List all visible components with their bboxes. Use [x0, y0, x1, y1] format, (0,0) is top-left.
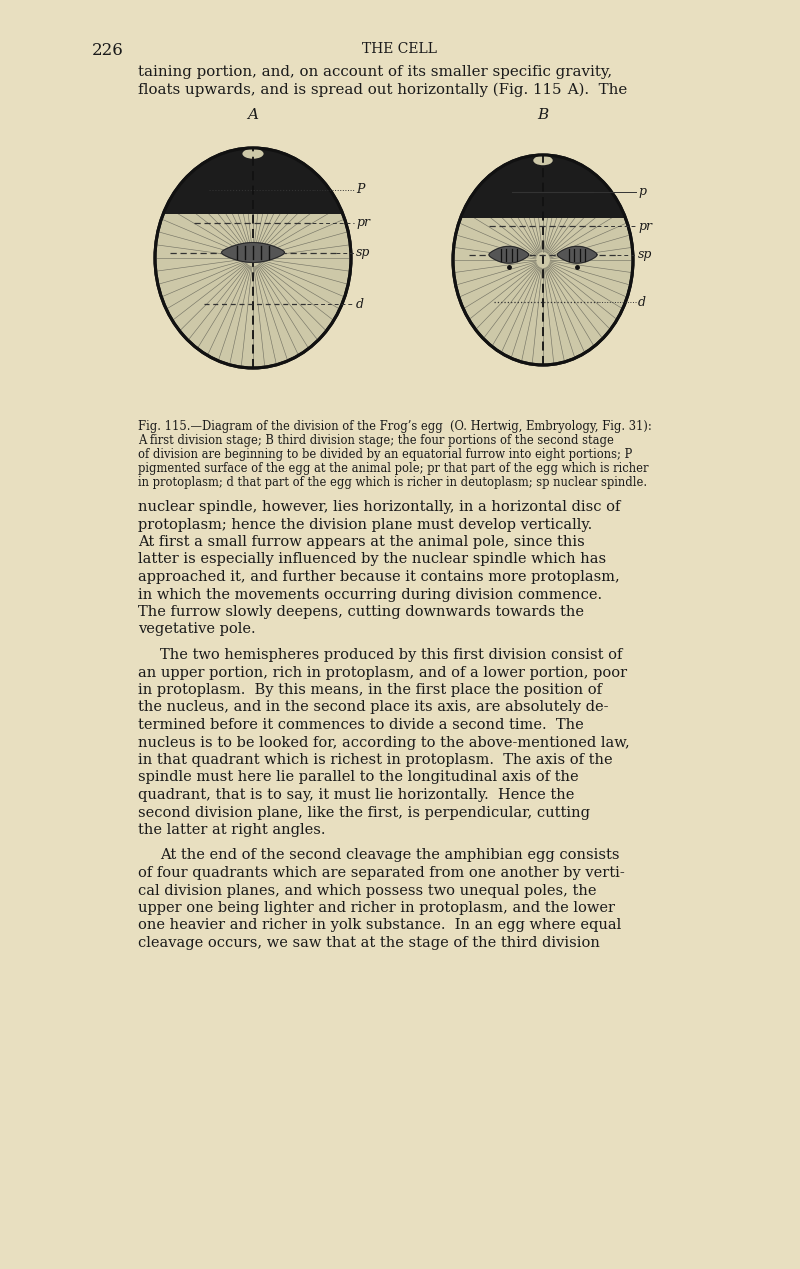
Text: spindle must here lie parallel to the longitudinal axis of the: spindle must here lie parallel to the lo…	[138, 770, 578, 784]
Text: At first a small furrow appears at the animal pole, since this: At first a small furrow appears at the a…	[138, 536, 585, 549]
Text: nucleus is to be looked for, according to the above-mentioned law,: nucleus is to be looked for, according t…	[138, 736, 630, 750]
Text: of four quadrants which are separated from one another by verti-: of four quadrants which are separated fr…	[138, 865, 625, 879]
Text: p: p	[638, 185, 646, 198]
Text: sp: sp	[638, 249, 652, 261]
Text: in protoplasm.  By this means, in the first place the position of: in protoplasm. By this means, in the fir…	[138, 683, 602, 697]
Ellipse shape	[453, 155, 633, 365]
Polygon shape	[558, 246, 597, 263]
Text: The two hemispheres produced by this first division consist of: The two hemispheres produced by this fir…	[160, 648, 622, 662]
Text: cal division planes, and which possess two unequal poles, the: cal division planes, and which possess t…	[138, 883, 597, 897]
Ellipse shape	[242, 148, 263, 159]
Text: of division are beginning to be divided by an equatorial furrow into eight porti: of division are beginning to be divided …	[138, 448, 632, 461]
Text: The furrow slowly deepens, cutting downwards towards the: The furrow slowly deepens, cutting downw…	[138, 605, 584, 619]
Text: quadrant, that is to say, it must lie horizontally.  Hence the: quadrant, that is to say, it must lie ho…	[138, 788, 574, 802]
Text: floats upwards, and is spread out horizontally (Fig. 115  A).  The: floats upwards, and is spread out horizo…	[138, 82, 627, 98]
Text: Fig. 115.—Diagram of the division of the Frog’s egg  (O. Hertwig, Embryology, Fi: Fig. 115.—Diagram of the division of the…	[138, 420, 652, 433]
Text: the latter at right angles.: the latter at right angles.	[138, 824, 326, 838]
Text: approached it, and further because it contains more protoplasm,: approached it, and further because it co…	[138, 570, 620, 584]
Text: protoplasm; hence the division plane must develop vertically.: protoplasm; hence the division plane mus…	[138, 518, 592, 532]
Text: d: d	[356, 298, 364, 311]
Text: upper one being lighter and richer in protoplasm, and the lower: upper one being lighter and richer in pr…	[138, 901, 615, 915]
Polygon shape	[526, 155, 559, 169]
Text: sp: sp	[356, 246, 370, 259]
Text: pigmented surface of the egg at the animal pole; pr that part of the egg which i: pigmented surface of the egg at the anim…	[138, 462, 649, 475]
Text: pr: pr	[638, 220, 652, 233]
Polygon shape	[235, 148, 270, 162]
Text: cleavage occurs, we saw that at the stage of the third division: cleavage occurs, we saw that at the stag…	[138, 937, 600, 950]
Text: one heavier and richer in yolk substance.  In an egg where equal: one heavier and richer in yolk substance…	[138, 919, 622, 933]
Text: the nucleus, and in the second place its axis, are absolutely de-: the nucleus, and in the second place its…	[138, 700, 609, 714]
Text: THE CELL: THE CELL	[362, 42, 438, 56]
Text: second division plane, like the first, is perpendicular, cutting: second division plane, like the first, i…	[138, 806, 590, 820]
Text: vegetative pole.: vegetative pole.	[138, 623, 256, 637]
Polygon shape	[489, 246, 529, 263]
Text: pr: pr	[356, 216, 370, 230]
Text: 226: 226	[92, 42, 124, 58]
Polygon shape	[461, 155, 625, 218]
Ellipse shape	[155, 148, 351, 368]
Text: latter is especially influenced by the nuclear spindle which has: latter is especially influenced by the n…	[138, 552, 606, 566]
Polygon shape	[163, 148, 342, 214]
Text: A: A	[247, 108, 258, 122]
Text: in that quadrant which is richest in protoplasm.  The axis of the: in that quadrant which is richest in pro…	[138, 753, 613, 766]
Text: in protoplasm; d that part of the egg which is richer in deutoplasm; sp nuclear : in protoplasm; d that part of the egg wh…	[138, 476, 647, 489]
Text: termined before it commences to divide a second time.  The: termined before it commences to divide a…	[138, 718, 584, 732]
Text: nuclear spindle, however, lies horizontally, in a horizontal disc of: nuclear spindle, however, lies horizonta…	[138, 500, 620, 514]
Text: At the end of the second cleavage the amphibian egg consists: At the end of the second cleavage the am…	[160, 849, 619, 863]
Text: an upper portion, rich in protoplasm, and of a lower portion, poor: an upper portion, rich in protoplasm, an…	[138, 665, 627, 679]
Text: B: B	[538, 108, 549, 122]
Text: P: P	[356, 183, 364, 197]
Text: taining portion, and, on account of its smaller specific gravity,: taining portion, and, on account of its …	[138, 65, 612, 79]
Text: in which the movements occurring during division commence.: in which the movements occurring during …	[138, 588, 602, 602]
Polygon shape	[222, 242, 284, 263]
Text: A first division stage; B third division stage; the four portions of the second : A first division stage; B third division…	[138, 434, 614, 447]
Ellipse shape	[534, 156, 553, 165]
Text: d: d	[638, 296, 646, 308]
